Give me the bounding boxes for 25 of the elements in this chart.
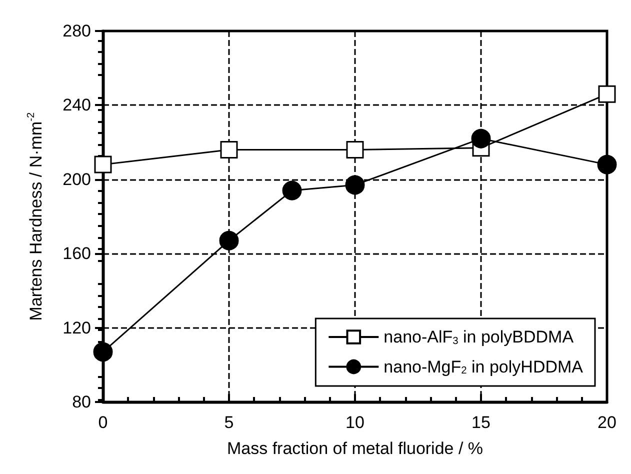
legend-label: nano-MgF2 in polyHDDMA (384, 357, 584, 376)
x-tick-label: 15 (472, 413, 490, 432)
point (94, 156, 112, 174)
point (471, 128, 491, 148)
y-tick-label: 240 (62, 96, 91, 115)
point (93, 342, 113, 362)
y-tick-label: 200 (62, 170, 91, 189)
y-tick-label: 120 (62, 318, 91, 338)
point (282, 180, 302, 200)
x-tick-label: 0 (98, 413, 108, 432)
point (346, 140, 364, 158)
x-tick-label: 10 (346, 413, 364, 432)
legend-label: nano-AlF3 in polyBDDMA (384, 328, 574, 347)
point (598, 85, 616, 103)
point (597, 154, 617, 174)
point (219, 230, 239, 250)
x-axis-title: Mass fraction of metal fluoride / % (226, 439, 484, 458)
point (345, 175, 365, 195)
y-axis-title: Martens Hardness / N·mm-2 (26, 112, 46, 321)
point (220, 140, 238, 158)
y-tick-label: 80 (72, 392, 91, 412)
y-tick-label: 280 (62, 22, 91, 40)
y-tick-label: 160 (62, 244, 91, 264)
x-tick-label: 20 (598, 413, 616, 432)
x-tick-label: 5 (224, 413, 234, 432)
